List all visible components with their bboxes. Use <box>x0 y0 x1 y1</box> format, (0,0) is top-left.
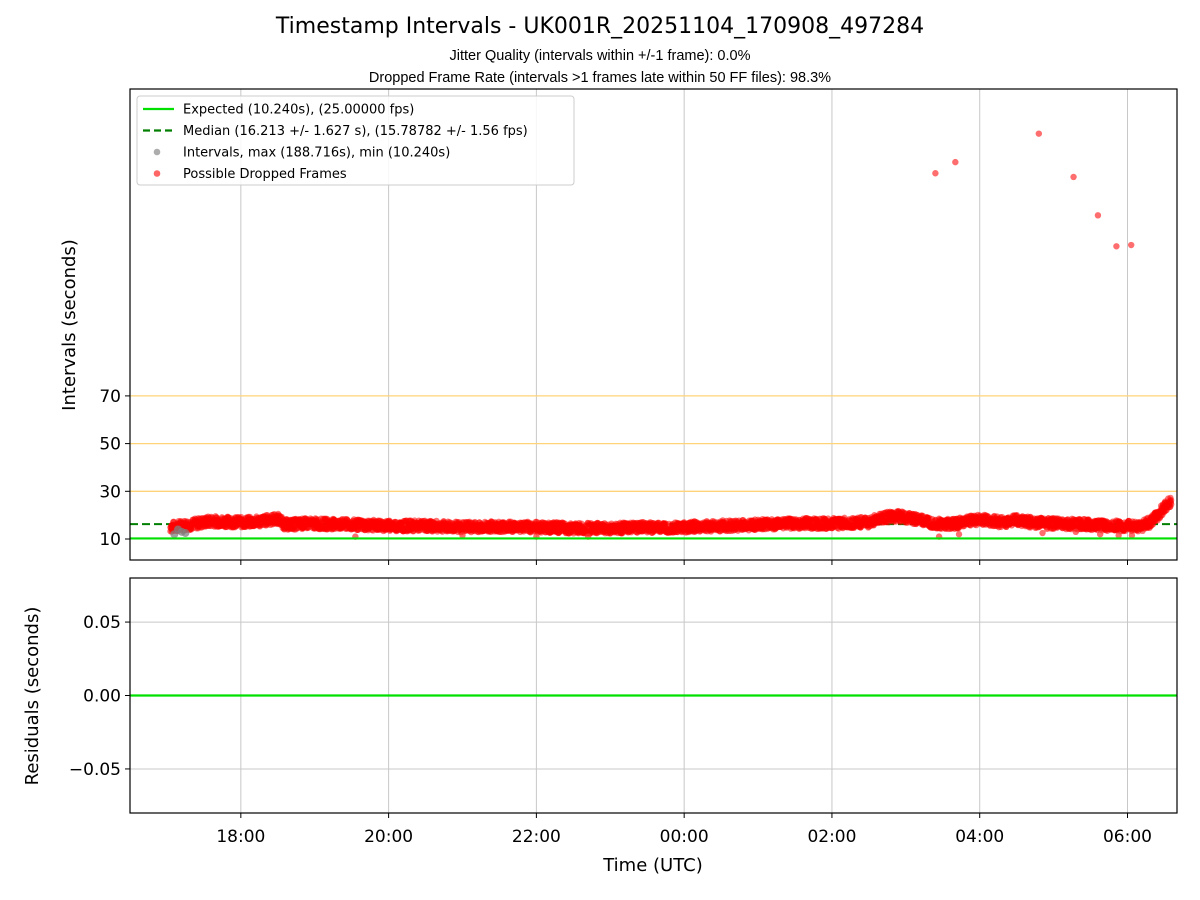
dropped-frame-outlier <box>1127 241 1135 249</box>
x-tick-label: 18:00 <box>216 827 265 847</box>
top-plot-ticks: 10 30 50 70 <box>99 387 1128 565</box>
residual-y-axis-label: Residuals (seconds) <box>22 607 43 786</box>
dropped-frame-outlier <box>1039 529 1046 537</box>
legend-label: Median (16.213 +/- 1.627 s), (15.78782 +… <box>183 124 528 139</box>
interval-point <box>181 529 190 538</box>
legend-label: Expected (10.240s), (25.00000 fps) <box>183 103 414 118</box>
legend-label: Possible Dropped Frames <box>183 167 347 182</box>
x-tick-label: 04:00 <box>955 827 1004 847</box>
top-plot-marks <box>130 130 1177 540</box>
legend-swatch-dot <box>153 148 161 156</box>
chart-title: Timestamp Intervals - UK001R_20251104_17… <box>275 14 925 39</box>
dropped-frame-point <box>1167 499 1175 506</box>
legend: Expected (10.240s), (25.00000 fps) Median… <box>136 95 575 186</box>
legend-box <box>136 95 575 186</box>
x-tick-label: 22:00 <box>512 827 561 847</box>
x-tick-label: 20:00 <box>364 827 413 847</box>
dropped-frame-rate-subtitle: Dropped Frame Rate (intervals >1 frames … <box>368 70 832 86</box>
residual-plot-ticks: 18:00 20:00 22:00 00:00 02:00 04:00 06:00 0.05 0… <box>69 613 1152 847</box>
dropped-frame-outlier <box>932 170 939 177</box>
x-tick-label: 00:00 <box>660 827 709 847</box>
dropped-frame-outlier <box>1115 532 1122 539</box>
x-tick-label: 06:00 <box>1103 827 1152 847</box>
legend-swatch-dot <box>153 170 161 177</box>
top-y-tick-label: 30 <box>99 482 121 502</box>
dropped-frame-outlier <box>1128 532 1136 539</box>
dropped-frame-outlier <box>955 531 963 538</box>
top-y-tick-label: 10 <box>99 530 121 550</box>
dropped-frame-outlier <box>952 158 959 166</box>
residual-y-tick-label: −0.05 <box>69 760 121 780</box>
top-plot-frame <box>129 88 1178 561</box>
dropped-frame-outlier <box>1094 212 1102 219</box>
top-y-tick-label: 50 <box>99 435 121 455</box>
residual-y-tick-label: 0.00 <box>83 687 121 707</box>
top-y-tick-label: 70 <box>99 387 121 407</box>
x-axis-label: Time (UTC) <box>602 855 703 876</box>
dropped-frame-outlier <box>1072 528 1079 536</box>
top-y-axis-label: Intervals (seconds) <box>59 239 80 411</box>
x-tick-label: 02:00 <box>807 827 856 847</box>
jitter-quality-subtitle: Jitter Quality (intervals within +/-1 fr… <box>449 48 751 64</box>
legend-label: Intervals, max (188.716s), min (10.240s) <box>183 146 450 161</box>
dropped-frame-outlier <box>1096 531 1104 538</box>
dropped-frame-outlier <box>1035 130 1043 137</box>
top-plot-grid <box>130 89 1177 560</box>
dropped-frame-outlier <box>459 532 466 539</box>
dropped-frame-outlier <box>1113 243 1120 250</box>
residual-y-tick-label: 0.05 <box>83 613 121 633</box>
dropped-frame-outlier <box>1070 173 1077 181</box>
